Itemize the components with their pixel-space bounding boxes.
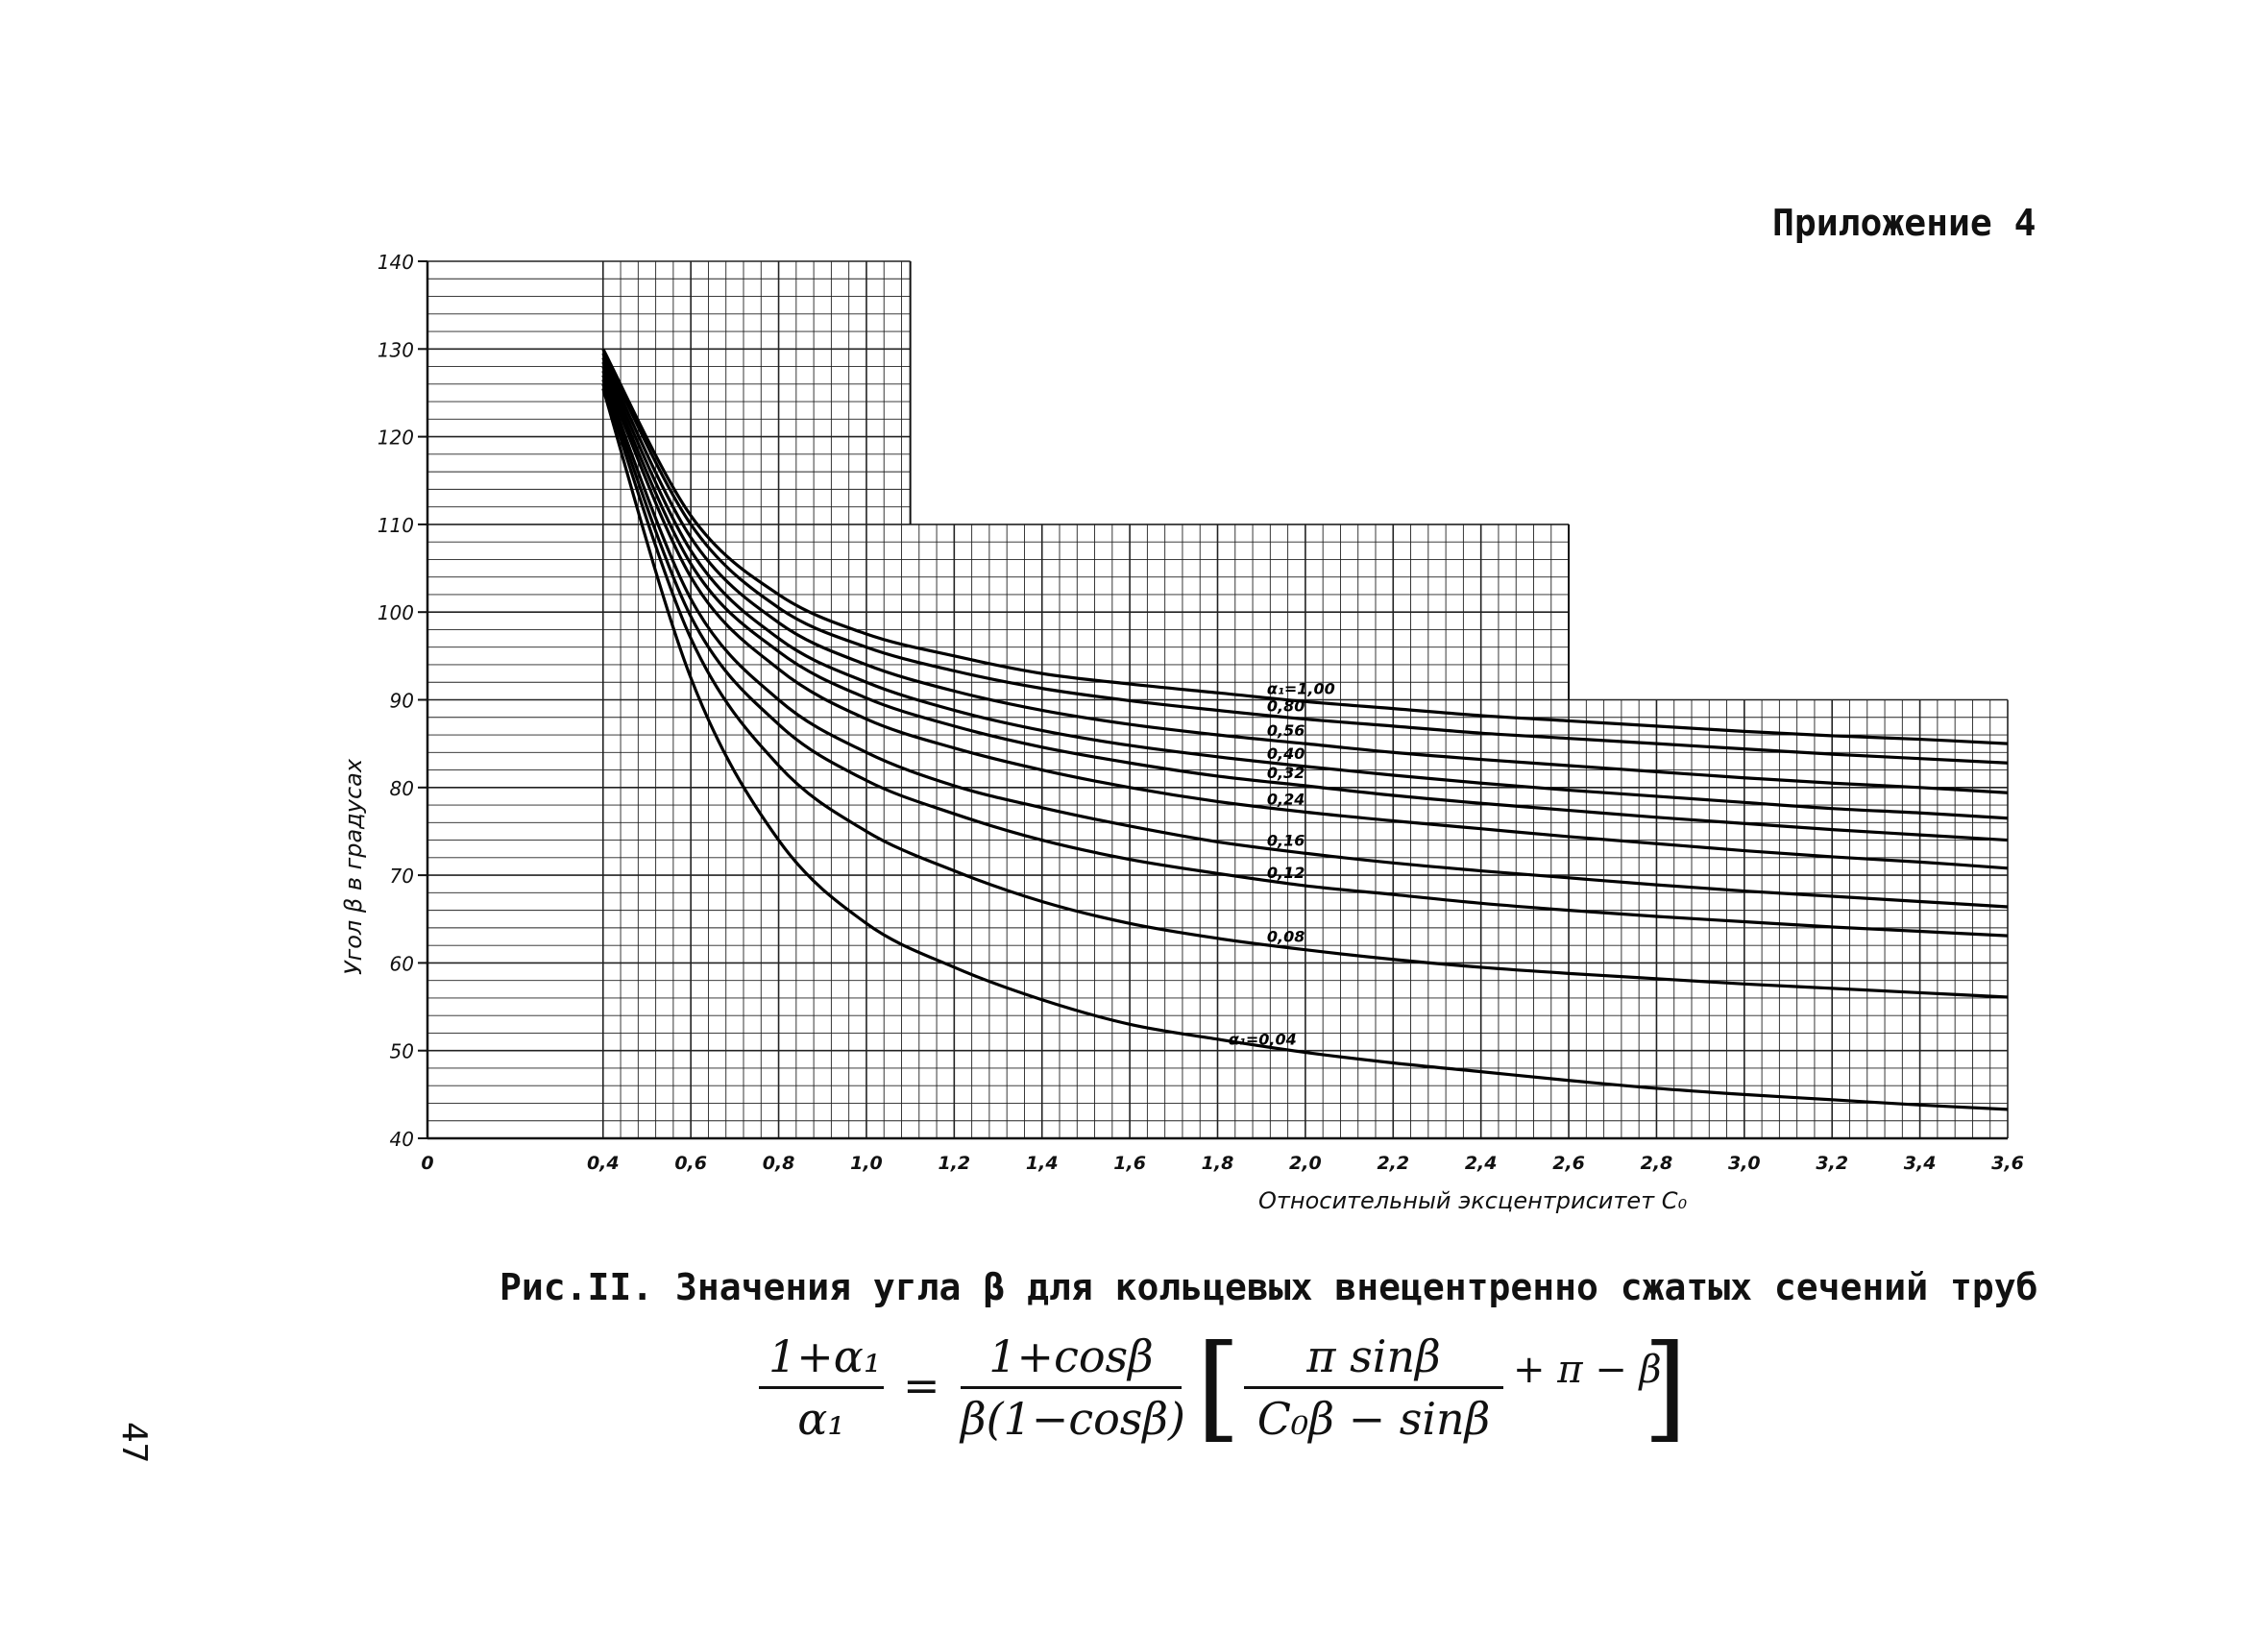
y-tick-label: 40 [390, 1128, 414, 1151]
formula-first-fraction: 1+cosβ β(1−cosβ) [961, 1330, 1185, 1445]
x-tick-label: 3,4 [1904, 1153, 1937, 1174]
series-label: α₁=1,00 [1267, 679, 1335, 697]
formula-second-denominator: C₀β − sinβ [1256, 1393, 1491, 1445]
series-label: 0,80 [1267, 697, 1305, 716]
x-tick-label: 1,2 [938, 1153, 970, 1174]
x-tick-label: 2,4 [1465, 1153, 1498, 1174]
formula-lhs-denominator: α₁ [797, 1393, 845, 1445]
series-line [601, 365, 2009, 842]
formula-open-bracket: [ [1196, 1321, 1241, 1454]
formula-lhs-numerator: 1+α₁ [759, 1330, 884, 1389]
x-tick-label: 1,8 [1202, 1153, 1234, 1174]
y-tick-label: 130 [378, 338, 414, 361]
x-tick-label: 2,0 [1289, 1153, 1322, 1174]
x-tick-label: 3,6 [1991, 1153, 2024, 1174]
x-tick-label: 2,2 [1377, 1153, 1409, 1174]
series-line [601, 375, 2009, 909]
y-tick-label: 60 [390, 952, 414, 975]
x-axis-label: Относительный эксцентриситет C₀ [1258, 1187, 1688, 1214]
y-tick-label: 140 [378, 251, 414, 274]
y-tick-label: 70 [390, 865, 414, 888]
x-tick-label: 1,4 [1026, 1153, 1059, 1174]
x-tick-label: 0,6 [674, 1153, 707, 1174]
series-label: 0,08 [1267, 928, 1305, 946]
series-label: 0,56 [1267, 721, 1305, 740]
appendix-label: Приложение 4 [1772, 202, 2036, 244]
series-label: α₁=0,04 [1229, 1031, 1297, 1049]
chart-grid [427, 260, 2009, 1139]
chart-series-labels: α₁=1,000,80 0,56 0,400,32 0,24 0,16 0,12 0,08 α… [1229, 679, 1335, 1048]
x-tick-label: 2,8 [1641, 1153, 1673, 1174]
series-line [601, 387, 2009, 1111]
x-tick-label: 1,0 [850, 1153, 883, 1174]
x-tick-label: 1,6 [1113, 1153, 1146, 1174]
y-tick-label: 50 [390, 1040, 414, 1063]
series-label: 0,40 [1267, 744, 1305, 763]
series-label: 0,12 [1267, 864, 1305, 882]
x-tick-label: 0 [421, 1153, 433, 1174]
series-line [601, 378, 2009, 938]
y-tick-label: 90 [390, 690, 414, 713]
chart-axes [418, 260, 2008, 1140]
chart-series [601, 348, 2009, 1111]
formula: 1+α₁ α₁ = 1+cosβ β(1−cosβ) [ π sinβ C₀β … [759, 1321, 1688, 1455]
formula-first-denominator: β(1−cosβ) [961, 1393, 1185, 1445]
chart-tick-labels: 40 50 60 70 80 90 100 110 120 130 140 0 0,4 0,6 0,8 1,0… [378, 251, 2024, 1174]
y-tick-label: 80 [390, 777, 414, 800]
formula-second-fraction: π sinβ C₀β − sinβ [1244, 1330, 1503, 1445]
x-tick-label: 2,6 [1552, 1153, 1585, 1174]
series-label: 0,24 [1267, 790, 1305, 808]
y-tick-label: 100 [378, 601, 414, 624]
formula-first-numerator: 1+cosβ [961, 1330, 1182, 1389]
x-tick-label: 0,4 [587, 1153, 620, 1174]
figure-caption: Рис.II. Значения угла β для кольцевых вн… [500, 1266, 2038, 1308]
series-label: 0,16 [1267, 831, 1305, 849]
series-label: 0,32 [1267, 764, 1305, 782]
x-tick-label: 0,8 [763, 1153, 795, 1174]
formula-lhs-fraction: 1+α₁ α₁ [759, 1330, 884, 1445]
formula-second-numerator: π sinβ [1244, 1330, 1503, 1389]
formula-tail: + π − β [1513, 1348, 1662, 1392]
series-line [601, 348, 2009, 745]
series-line [601, 353, 2009, 765]
series-line [601, 383, 2009, 999]
chart: α₁=1,000,800,560,400,320,240,160,120,08α… [340, 251, 2024, 1214]
x-tick-label: 3,2 [1816, 1153, 1848, 1174]
x-tick-label: 3,0 [1728, 1153, 1761, 1174]
formula-equals: = [903, 1359, 940, 1411]
page-number: 47 [114, 1422, 154, 1464]
y-tick-label: 110 [378, 514, 414, 537]
series-line [601, 370, 2009, 870]
series-line [601, 361, 2009, 820]
y-axis-label: Угол β в градусах [340, 758, 367, 975]
formula-close-bracket: ] [1643, 1321, 1688, 1454]
y-tick-label: 120 [378, 427, 414, 450]
series-line [601, 356, 2009, 794]
